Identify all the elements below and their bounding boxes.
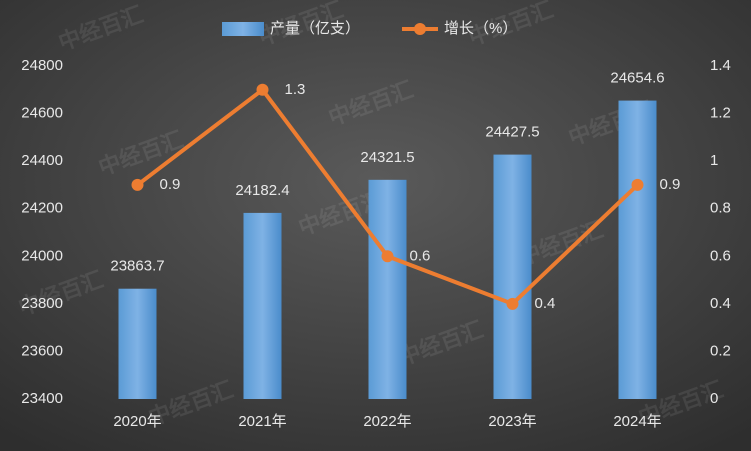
data-label: 1.3 (285, 81, 306, 98)
x-tick-label: 2022年 (363, 413, 411, 430)
y2-tick-label: 0 (710, 390, 718, 407)
y2-tick-label: 0.2 (710, 342, 731, 359)
bar (243, 212, 282, 399)
data-label: 24427.5 (485, 124, 539, 141)
bar (493, 154, 532, 399)
y2-tick-label: 1.2 (710, 105, 731, 122)
y-tick-label: 23600 (21, 342, 63, 359)
y2-tick-label: 0.8 (710, 200, 731, 217)
data-label: 0.9 (660, 176, 681, 193)
y-tick-label: 24800 (21, 57, 63, 74)
legend-swatch (414, 23, 426, 35)
data-label: 0.9 (160, 176, 181, 193)
data-label: 24654.6 (610, 70, 664, 87)
y-tick-label: 24600 (21, 105, 63, 122)
bar (618, 100, 657, 400)
y2-tick-label: 0.6 (710, 247, 731, 264)
point (381, 250, 394, 263)
data-label: 0.6 (410, 247, 431, 264)
legend-label: 增长（%） (444, 20, 517, 37)
bar (368, 179, 407, 399)
x-tick-label: 2021年 (238, 413, 286, 430)
legend-swatch (222, 22, 264, 36)
y-tick-label: 24200 (21, 200, 63, 217)
y2-tick-label: 1.4 (710, 57, 731, 74)
bar (118, 288, 157, 399)
data-label: 0.4 (535, 295, 556, 312)
x-tick-label: 2020年 (113, 413, 161, 430)
y-tick-label: 23400 (21, 390, 63, 407)
data-label: 23863.7 (110, 258, 164, 275)
y-tick-label: 24000 (21, 247, 63, 264)
x-tick-label: 2024年 (613, 413, 661, 430)
point (631, 178, 644, 191)
data-label: 24182.4 (235, 182, 289, 199)
y2-tick-label: 0.4 (710, 295, 731, 312)
point (256, 83, 269, 96)
y2-tick-label: 1 (710, 152, 718, 169)
data-label: 24321.5 (360, 149, 414, 166)
y-tick-label: 24400 (21, 152, 63, 169)
point (131, 178, 144, 191)
legend-label: 产量（亿支） (270, 20, 360, 37)
y-tick-label: 23800 (21, 295, 63, 312)
point (506, 297, 519, 310)
x-tick-label: 2023年 (488, 413, 536, 430)
